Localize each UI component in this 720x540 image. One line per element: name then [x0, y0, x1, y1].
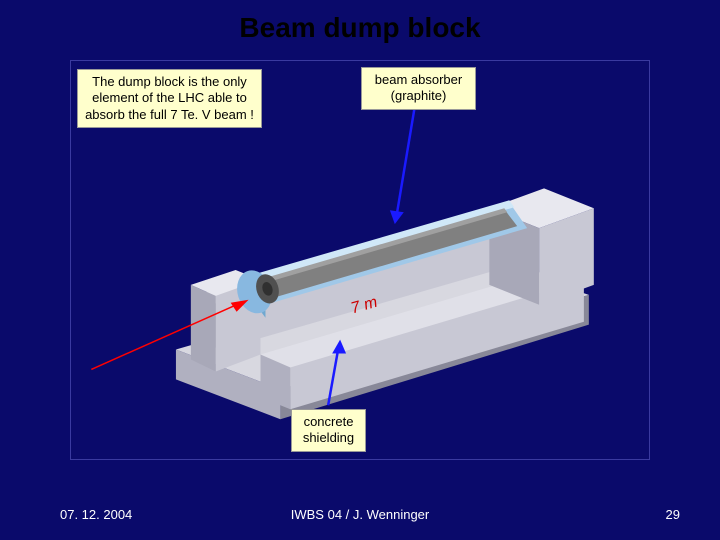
absorber-arrow [390, 107, 415, 224]
callout-absorber: beam absorber (graphite) [361, 67, 476, 110]
slide-title: Beam dump block [0, 0, 720, 44]
callout-concrete: concrete shielding [291, 409, 366, 452]
content-frame: The dump block is the only element of th… [70, 60, 650, 460]
footer-page-number: 29 [666, 507, 680, 522]
footer-center: IWBS 04 / J. Wenninger [0, 507, 720, 522]
callout-description: The dump block is the only element of th… [77, 69, 262, 128]
